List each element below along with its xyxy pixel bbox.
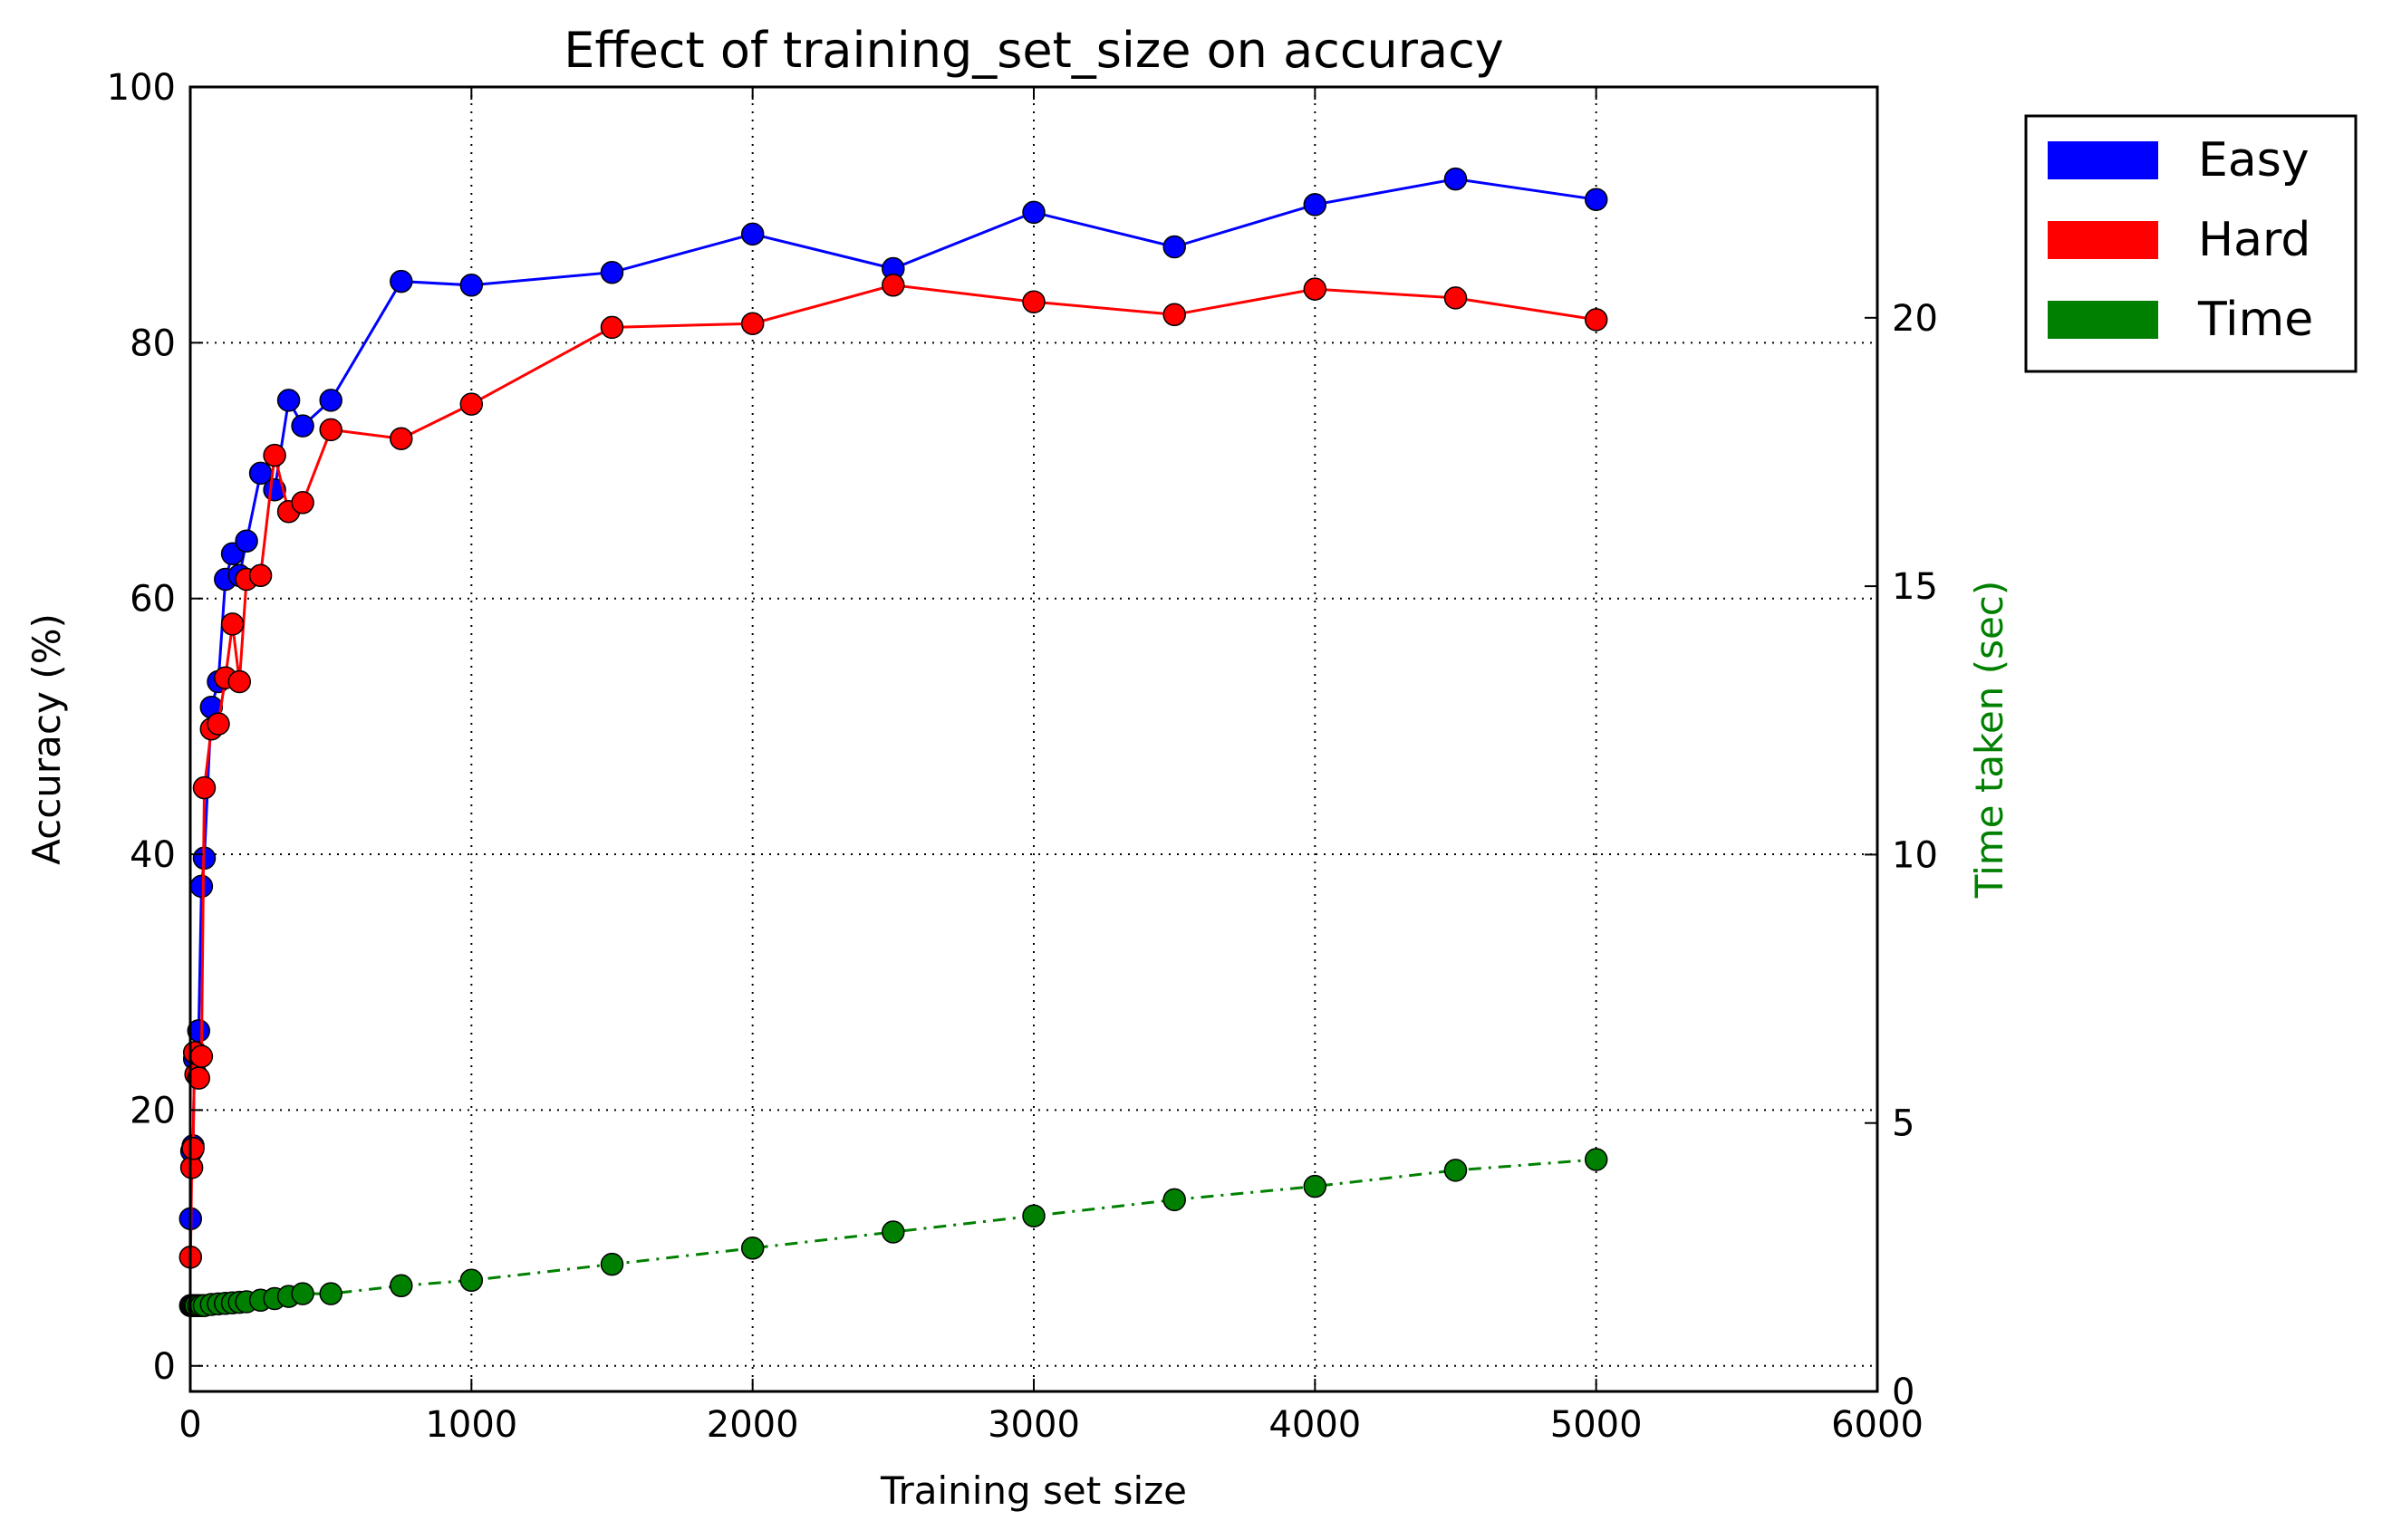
point-time (390, 1274, 413, 1298)
legend: Easy Hard Time (2024, 114, 2358, 373)
y2-axis-title: Time taken (sec) (1967, 581, 2011, 900)
point-hard (740, 312, 765, 335)
legend-swatch-time (2048, 301, 2158, 339)
point-hard (263, 443, 286, 467)
point-time (882, 1220, 905, 1244)
x-tick-label: 6000 (1831, 1404, 1924, 1446)
legend-label-time: Time (2197, 293, 2313, 347)
point-easy (1162, 235, 1186, 259)
grid (190, 86, 1877, 1391)
x-tick-label: 2000 (707, 1404, 799, 1446)
point-time (459, 1268, 484, 1293)
point-hard (1022, 290, 1046, 313)
point-easy (459, 274, 484, 297)
point-hard (459, 392, 484, 416)
point-easy (1303, 193, 1327, 217)
legend-swatch-easy (2048, 141, 2158, 179)
point-time (600, 1252, 624, 1276)
point-easy (1584, 188, 1608, 211)
point-easy (235, 529, 258, 553)
point-easy (600, 260, 624, 284)
y-tick-label: 100 (107, 67, 176, 109)
y-tick-label: 40 (130, 834, 176, 876)
point-time (1162, 1188, 1186, 1212)
y2-tick-label: 5 (1892, 1103, 1914, 1145)
point-hard (390, 427, 413, 450)
point-hard (1443, 286, 1468, 310)
x-tick-label: 3000 (988, 1404, 1080, 1446)
x-tick-label: 5000 (1550, 1404, 1643, 1446)
point-hard (207, 712, 230, 736)
point-hard (189, 1044, 214, 1068)
series-time (178, 1148, 1608, 1317)
point-hard (181, 1137, 205, 1160)
point-time (740, 1237, 765, 1260)
x-axis-title: Training set size (880, 1468, 1187, 1513)
point-hard (1584, 308, 1608, 332)
point-time (1303, 1174, 1327, 1198)
y-axis-title: Accuracy (%) (24, 613, 69, 865)
y2-tick-label: 15 (1892, 566, 1938, 608)
point-easy (1443, 167, 1468, 191)
point-easy (390, 269, 413, 294)
y2-tick-label: 10 (1892, 834, 1938, 876)
point-hard (192, 775, 217, 800)
legend-label-easy: Easy (2198, 133, 2310, 188)
axes: 0 1000 2000 3000 4000 5000 6000020406080100051… (107, 67, 1938, 1446)
point-hard (1303, 277, 1327, 301)
legend-swatch-hard (2048, 221, 2158, 259)
point-time (1584, 1148, 1608, 1171)
point-easy (291, 414, 314, 438)
point-hard (1162, 303, 1186, 327)
point-hard (248, 563, 273, 588)
y-tick-label: 20 (130, 1090, 176, 1131)
y2-tick-label: 20 (1892, 298, 1938, 340)
y-tick-label: 60 (130, 579, 176, 621)
point-easy (276, 389, 301, 412)
point-easy (319, 389, 342, 412)
point-time (291, 1282, 314, 1305)
point-hard (220, 612, 245, 636)
point-hard (179, 1156, 204, 1179)
point-time (1022, 1204, 1046, 1227)
x-tick-label: 4000 (1268, 1404, 1361, 1446)
point-easy (740, 222, 765, 246)
point-hard (882, 274, 905, 297)
y-tick-label: 80 (130, 322, 176, 364)
point-easy (1022, 200, 1046, 225)
point-time (319, 1282, 342, 1305)
point-easy (187, 1019, 211, 1043)
x-tick-label: 0 (178, 1404, 201, 1446)
chart-title: Effect of training_set_size on accuracy (564, 22, 1503, 79)
series-layer (178, 167, 1608, 1317)
x-tick-label: 1000 (425, 1404, 517, 1446)
point-easy (189, 874, 214, 899)
y-tick-label: 0 (153, 1346, 176, 1388)
y2-tick-label: 0 (1892, 1372, 1914, 1413)
point-hard (291, 491, 314, 515)
legend-label-hard: Hard (2198, 213, 2310, 267)
point-hard (319, 418, 342, 442)
point-hard (600, 315, 624, 340)
point-time (1443, 1159, 1468, 1182)
point-hard (227, 669, 252, 694)
